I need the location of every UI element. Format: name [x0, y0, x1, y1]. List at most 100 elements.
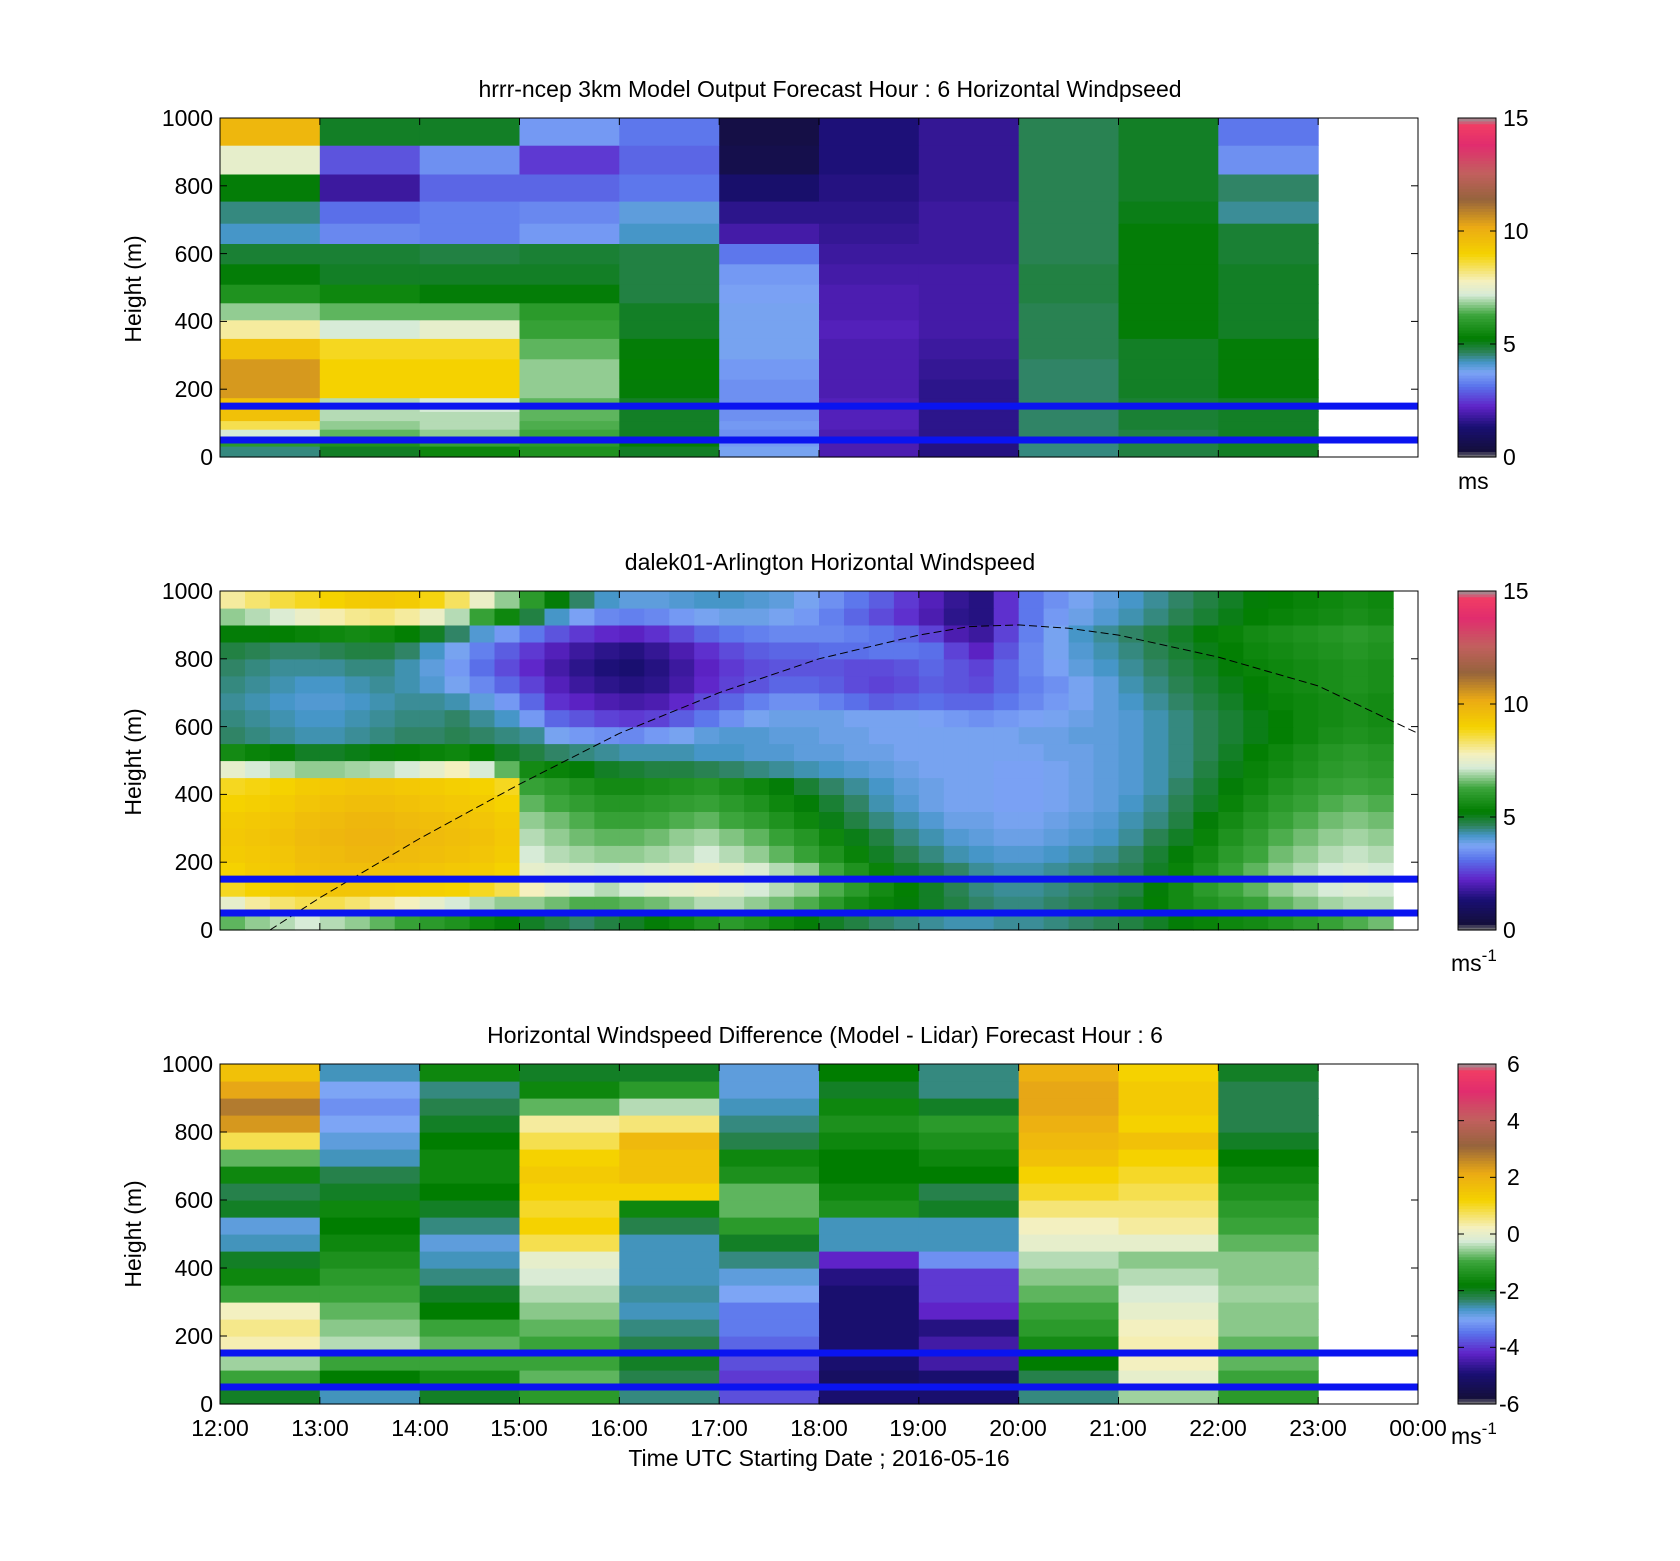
heatmap-cell: [444, 913, 471, 931]
heatmap-cell: [245, 879, 271, 897]
heatmap-cell: [269, 777, 296, 795]
colorbar-band: [1458, 1140, 1496, 1144]
heatmap-cell: [269, 862, 296, 880]
colorbar-band: [1458, 715, 1496, 719]
heatmap-cell: [220, 811, 246, 829]
heatmap-cell: [220, 794, 246, 812]
heatmap-cell: [519, 913, 546, 931]
heatmap-cell: [769, 913, 795, 931]
heatmap-cell: [519, 319, 620, 339]
heatmap-cell: [819, 726, 845, 745]
x-tick-label: 15:00: [490, 1415, 548, 1441]
colorbar-band: [1458, 1117, 1496, 1122]
heatmap-cell: [719, 1251, 820, 1269]
colorbar-band: [1458, 216, 1496, 221]
colorbar-band: [1458, 881, 1496, 886]
heatmap-cell: [619, 429, 720, 439]
heatmap-cell: [220, 1285, 321, 1303]
heatmap-cell: [344, 879, 371, 897]
heatmap-cell: [1268, 692, 1294, 711]
x-ticks: [219, 117, 1419, 458]
heatmap-cell: [269, 828, 296, 846]
heatmap-cell: [644, 913, 670, 931]
heatmap-cell: [918, 828, 945, 846]
heatmap-cell: [918, 263, 1020, 285]
heatmap-cell: [1018, 338, 1120, 360]
heatmap-cell: [1118, 1336, 1219, 1354]
heatmap-cell: [1218, 379, 1319, 399]
heatmap-cell: [519, 358, 620, 380]
heatmap-cell: [1018, 358, 1120, 380]
heatmap-cell: [245, 608, 271, 626]
heatmap-cell: [918, 658, 945, 677]
heatmap-cell: [619, 420, 720, 430]
heatmap-cell: [1118, 223, 1219, 244]
heatmap-cell: [868, 862, 895, 880]
heatmap-cell: [419, 302, 521, 321]
colorbar-band: [1458, 591, 1496, 595]
heatmap-cell: [319, 675, 346, 694]
heatmap-cell: [819, 1183, 920, 1201]
heatmap-cell: [1293, 896, 1319, 914]
heatmap-cell: [1218, 358, 1319, 380]
heatmap-cell: [1218, 145, 1319, 175]
reference-lines: [220, 402, 1418, 444]
heatmap-cell: [819, 692, 845, 711]
heatmap-cell: [594, 777, 620, 795]
colorbar-band: [1458, 1355, 1496, 1360]
x-tick-label: 13:00: [291, 1415, 349, 1441]
heatmap-cell: [319, 243, 421, 265]
heatmap-cell: [444, 794, 471, 812]
heatmap-cell: [943, 675, 970, 694]
y-tick-label: 600: [175, 241, 213, 267]
colorbar-band: [1458, 797, 1496, 801]
heatmap-cell: [719, 1387, 820, 1405]
heatmap-cell: [419, 828, 446, 846]
heatmap-cell: [619, 624, 645, 643]
heatmap-cell: [1218, 641, 1244, 660]
heatmap-cell: [619, 1115, 720, 1133]
heatmap-cell: [1218, 1251, 1319, 1269]
heatmap-cell: [1118, 420, 1219, 430]
heatmap-cell: [344, 845, 371, 863]
heatmap-cell: [918, 862, 945, 880]
heatmap-cell: [220, 1081, 321, 1099]
heatmap-cell: [619, 358, 720, 380]
heatmap-cell: [1343, 862, 1369, 880]
heatmap-cell: [1018, 1166, 1120, 1184]
heatmap-cell: [1018, 896, 1045, 914]
heatmap-cell: [719, 828, 745, 846]
heatmap-cell: [369, 608, 396, 626]
colorbar-band: [1458, 1338, 1496, 1343]
colorbar-band: [1458, 301, 1496, 306]
heatmap-cell: [619, 118, 720, 146]
heatmap-cell: [1318, 692, 1344, 711]
heatmap-cell: [1168, 845, 1194, 863]
colorbar-band: [1458, 256, 1496, 260]
heatmap-cell: [644, 896, 670, 914]
heatmap-cell: [1118, 1200, 1219, 1218]
heatmap-cell: [269, 608, 296, 626]
heatmap-cell: [719, 1353, 820, 1371]
heatmap-cell: [569, 608, 595, 626]
heatmap-cell: [1143, 726, 1170, 745]
colorbar-band: [1458, 743, 1496, 747]
colorbar-band: [1458, 602, 1496, 606]
heatmap-cell: [694, 794, 720, 812]
heatmap-cell: [419, 1234, 521, 1252]
x-tick-label: 17:00: [690, 1415, 748, 1441]
heatmap-cell: [1243, 743, 1269, 762]
heatmap-cell: [694, 811, 720, 829]
heatmap-cell: [419, 1302, 521, 1320]
colorbar-band: [1458, 664, 1496, 668]
heatmap-cell: [1018, 379, 1120, 399]
heatmap-cell: [569, 641, 595, 660]
heatmap-cell: [819, 411, 920, 422]
heatmap-cell: [619, 1251, 720, 1269]
heatmap-cell: [1368, 862, 1394, 880]
heatmap-cell: [868, 913, 895, 931]
colorbar-band: [1458, 1304, 1496, 1309]
heatmap-cell: [819, 760, 845, 779]
colorbar-band: [1458, 1202, 1496, 1207]
colorbar-band: [1458, 788, 1496, 793]
